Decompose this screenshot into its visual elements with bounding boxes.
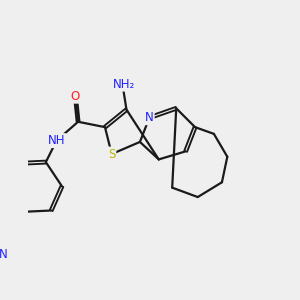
Text: N: N <box>0 248 7 261</box>
Text: NH: NH <box>48 134 65 147</box>
Text: NH₂: NH₂ <box>113 78 135 91</box>
Text: N: N <box>145 111 154 124</box>
Text: O: O <box>71 90 80 103</box>
Text: S: S <box>108 148 116 160</box>
